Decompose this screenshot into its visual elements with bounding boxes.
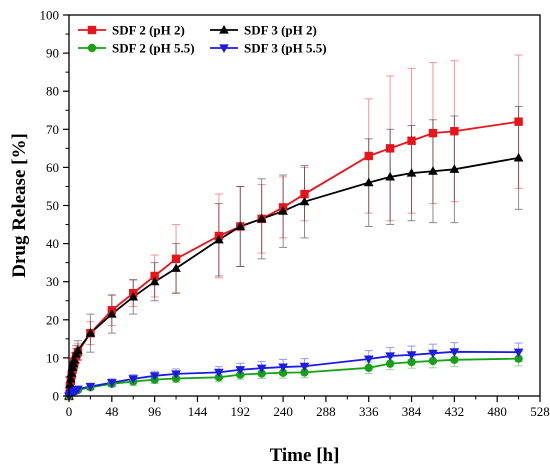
data-point-sdf-3-ph-2	[406, 168, 417, 177]
data-point-sdf-3-ph-2	[73, 345, 83, 354]
x-tick-label: 144	[188, 404, 208, 419]
legend-swatch-marker	[87, 43, 97, 53]
data-point-sdf-3-ph-2	[171, 263, 181, 272]
y-tick-label: 30	[46, 274, 59, 289]
data-point-sdf-3-ph-2	[363, 177, 374, 187]
data-point-sdf-3-ph-2	[299, 196, 310, 206]
data-point-sdf-3-ph-5-5	[385, 352, 395, 362]
data-point-sdf-3-ph-5-5	[449, 348, 460, 357]
data-point-sdf-3-ph-5-5	[73, 385, 83, 395]
data-point-sdf-3-ph-5-5	[278, 363, 288, 373]
data-point-sdf-3-ph-5-5	[128, 375, 139, 384]
data-point-sdf-2-ph-5-5	[385, 359, 395, 368]
data-point-sdf-3-ph-5-5	[428, 349, 438, 359]
legend-label: SDF 3 (pH 5.5)	[244, 41, 327, 56]
series-lines	[68, 120, 519, 397]
data-point-sdf-3-ph-5-5	[299, 362, 310, 372]
legend-entry-sdf-3-ph-5-5: SDF 3 (pH 5.5)	[210, 41, 327, 56]
data-point-sdf-2-ph-2	[385, 144, 395, 153]
data-point-sdf-2-ph-2	[428, 128, 438, 138]
series-line-sdf-2-ph-2	[68, 120, 519, 397]
x-tick-label: 336	[359, 404, 379, 419]
legend-swatch-marker	[219, 24, 229, 34]
x-tick-label: 240	[273, 404, 293, 419]
data-point-sdf-3-ph-2	[214, 234, 224, 244]
legend-swatch-marker	[87, 25, 97, 35]
data-point-sdf-3-ph-5-5	[513, 348, 524, 358]
data-point-sdf-3-ph-2	[513, 152, 524, 162]
data-point-sdf-3-ph-5-5	[256, 364, 267, 374]
data-point-sdf-2-ph-2	[150, 271, 159, 281]
data-point-sdf-3-ph-2	[428, 166, 438, 175]
data-point-sdf-3-ph-2	[128, 291, 139, 301]
data-point-sdf-3-ph-2	[235, 221, 246, 231]
data-point-sdf-2-ph-5-5	[407, 357, 416, 367]
legend-label: SDF 3 (pH 2)	[244, 23, 317, 38]
data-point-sdf-3-ph-2	[85, 328, 96, 337]
data-point-sdf-2-ph-5-5	[514, 354, 523, 363]
legend-entry-sdf-2-ph-2: SDF 2 (pH 2)	[78, 23, 185, 38]
y-tick-label: 0	[53, 389, 60, 404]
y-axis-ticks: 0 10 20 30 40 50 60 70 80 90 100	[40, 8, 69, 404]
data-point-sdf-3-ph-2	[106, 309, 117, 318]
y-axis-title: Drug Release [%]	[9, 133, 30, 278]
legend-entry-sdf-2-ph-5-5: SDF 2 (pH 5.5)	[78, 41, 195, 56]
data-point-sdf-2-ph-2	[514, 117, 523, 126]
data-point-sdf-2-ph-2	[364, 151, 373, 161]
y-tick-label: 60	[46, 160, 59, 175]
data-point-sdf-3-ph-5-5	[363, 355, 374, 365]
x-tick-label: 432	[445, 404, 465, 419]
y-tick-label: 50	[46, 198, 59, 213]
y-tick-label: 100	[40, 8, 60, 23]
data-point-sdf-2-ph-5-5	[257, 369, 266, 378]
data-point-sdf-3-ph-2	[149, 276, 160, 286]
x-tick-label: 480	[487, 404, 507, 419]
series-markers	[64, 117, 524, 402]
data-point-sdf-2-ph-5-5	[300, 368, 309, 377]
data-point-sdf-2-ph-5-5	[278, 368, 288, 377]
data-point-sdf-3-ph-5-5	[406, 351, 417, 360]
x-axis-title: Time [h]	[270, 445, 340, 466]
x-tick-label: 0	[66, 404, 73, 419]
x-axis-ticks: 0 48 96 144 192 240 288 336 384 432 480 528	[66, 396, 550, 419]
y-tick-label: 40	[46, 236, 59, 251]
data-point-sdf-2-ph-2	[450, 127, 459, 136]
legend-label: SDF 2 (pH 5.5)	[112, 41, 195, 56]
legend-entry-sdf-3-ph-2: SDF 3 (pH 2)	[210, 23, 317, 38]
error-bars	[65, 54, 523, 396]
x-tick-label: 384	[402, 404, 422, 419]
data-point-sdf-2-ph-2	[300, 189, 309, 199]
legend-swatch-marker	[219, 44, 229, 54]
y-tick-label: 20	[46, 312, 59, 327]
data-point-sdf-2-ph-2	[171, 254, 181, 264]
y-tick-label: 70	[46, 122, 59, 137]
x-tick-label: 48	[105, 404, 118, 419]
x-tick-label: 528	[530, 404, 550, 419]
data-point-sdf-3-ph-5-5	[235, 366, 246, 375]
data-point-sdf-2-ph-5-5	[364, 363, 373, 373]
y-tick-label: 80	[46, 84, 59, 99]
data-point-sdf-3-ph-2	[69, 354, 80, 364]
y-tick-label: 10	[46, 350, 59, 365]
data-point-sdf-3-ph-5-5	[214, 368, 224, 378]
data-point-sdf-3-ph-5-5	[149, 372, 160, 381]
data-point-sdf-3-ph-5-5	[106, 379, 117, 388]
x-tick-label: 192	[231, 404, 251, 419]
x-tick-label: 288	[316, 404, 336, 419]
data-point-sdf-3-ph-5-5	[171, 370, 181, 379]
x-tick-label: 96	[148, 404, 162, 419]
data-point-sdf-2-ph-2	[407, 136, 416, 145]
data-point-sdf-3-ph-5-5	[85, 382, 96, 392]
data-point-sdf-3-ph-2	[65, 379, 75, 389]
legend: SDF 2 (pH 2) SDF 3 (pH 2) SDF 2 (pH 5.5) SD…	[78, 23, 327, 56]
data-point-sdf-2-ph-5-5	[428, 356, 438, 366]
data-point-sdf-3-ph-2	[278, 206, 288, 215]
data-point-sdf-3-ph-2	[385, 171, 395, 181]
data-point-sdf-3-ph-2	[449, 164, 460, 173]
data-point-sdf-3-ph-2	[256, 213, 267, 223]
y-tick-label: 90	[46, 46, 59, 61]
data-point-sdf-2-ph-5-5	[450, 355, 459, 365]
legend-label: SDF 2 (pH 2)	[112, 23, 185, 38]
